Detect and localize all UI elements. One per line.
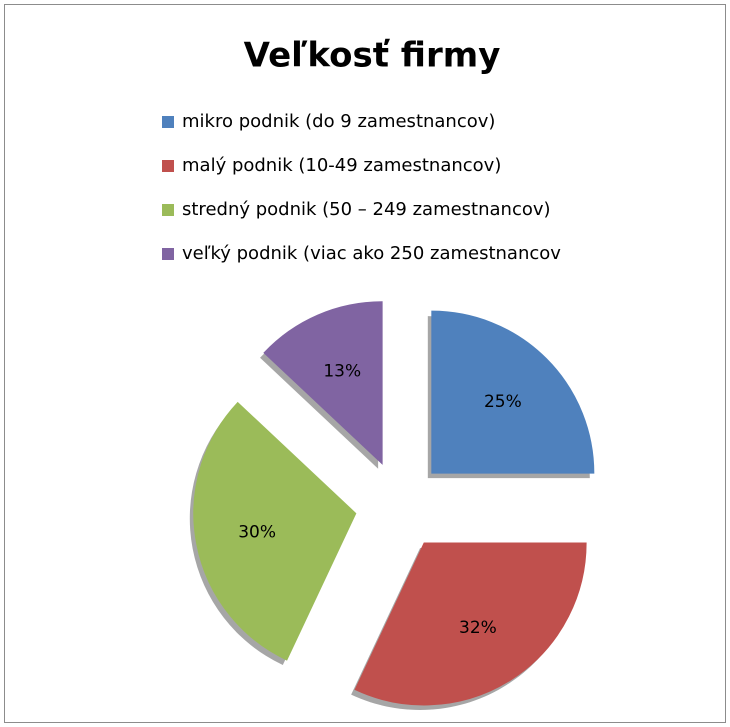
data-label: 13% (323, 362, 361, 382)
pie-slice (193, 401, 357, 661)
data-label: 32% (459, 618, 497, 638)
legend-label: mikro podnik (do 9 zamestnancov) (182, 111, 495, 132)
legend-label: veľký podnik (viac ako 250 zamestnancov (182, 243, 561, 264)
legend-label: malý podnik (10-49 zamestnancov) (182, 155, 501, 176)
legend-swatch (162, 204, 174, 216)
data-label: 30% (238, 522, 276, 542)
pie-slice (431, 310, 595, 474)
chart-title: Veľkosť firmy (244, 36, 501, 76)
legend-swatch (162, 160, 174, 172)
legend-swatch (162, 116, 174, 128)
data-label: 25% (484, 392, 522, 412)
pie-slice (263, 301, 383, 465)
legend-swatch (162, 248, 174, 260)
pie-slice (354, 542, 587, 706)
legend-label: stredný podnik (50 – 249 zamestnancov) (182, 199, 551, 220)
